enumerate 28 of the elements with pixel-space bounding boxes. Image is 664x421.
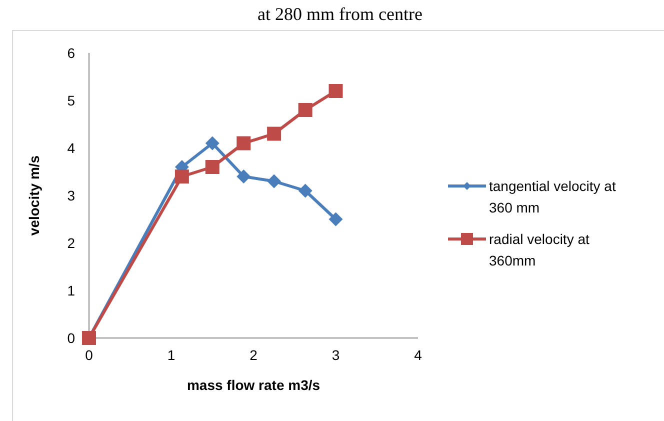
y-tick-label: 1 — [67, 282, 76, 298]
x-axis-title: mass flow rate m3/s — [186, 377, 320, 393]
point — [236, 136, 251, 150]
point — [298, 103, 312, 117]
point — [328, 84, 343, 98]
point — [267, 126, 282, 141]
y-tick-label: 4 — [67, 140, 76, 156]
x-tick-label: 4 — [414, 347, 422, 363]
y-tick-label: 5 — [67, 92, 76, 108]
y-tick-label: 0 — [67, 330, 76, 346]
x-tick-label: 2 — [250, 347, 258, 363]
y-tick-label: 3 — [67, 187, 76, 204]
x-tick-label: 3 — [332, 347, 340, 363]
x-tick-label: 1 — [167, 347, 176, 363]
chart-title: at 280 mm from centre — [258, 4, 422, 24]
point — [267, 174, 282, 188]
legend-label: radial velocity at 360mm — [489, 230, 590, 269]
point — [328, 212, 343, 226]
y-tick-label: 6 — [67, 44, 76, 61]
y-axis-title: velocity m/s — [26, 155, 42, 236]
x-tick-label: 0 — [85, 347, 94, 363]
y-tick-label: 2 — [67, 234, 76, 251]
point — [174, 170, 189, 184]
legend-label: tangential velocity at 360 mm — [489, 178, 616, 216]
point — [205, 160, 220, 174]
point — [205, 136, 220, 150]
point — [236, 170, 251, 184]
point — [298, 184, 312, 198]
